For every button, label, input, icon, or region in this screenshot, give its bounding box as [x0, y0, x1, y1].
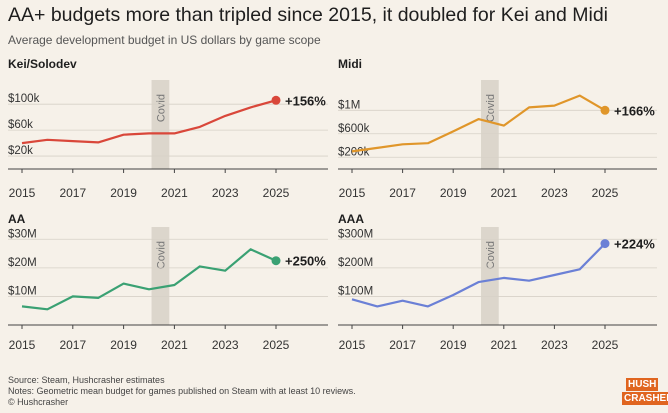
footer-source: Source: Steam, Hushcrasher estimates — [8, 375, 165, 385]
y-tick-label: $100M — [338, 285, 373, 297]
panel-title: Midi — [338, 57, 362, 71]
x-tick-label: 2015 — [339, 338, 366, 352]
x-tick-label: 2025 — [592, 338, 619, 352]
x-tick-label: 2021 — [161, 338, 188, 352]
footer-copyright: © Hushcrasher — [8, 397, 69, 407]
covid-band-label: Covid — [155, 94, 167, 122]
y-tick-label: $60k — [8, 119, 33, 131]
y-tick-label: $1M — [338, 99, 360, 111]
y-tick-label: $20k — [8, 145, 33, 157]
end-point-marker — [600, 239, 610, 249]
chart-panel-kei: Covid Kei/Solodev $20k $60k $100k 2015 2017 201… — [8, 57, 328, 200]
y-tick-label: $20M — [8, 257, 37, 269]
x-tick-label: 2017 — [59, 338, 86, 352]
y-tick-label: $300M — [338, 228, 373, 240]
x-tick-label: 2023 — [541, 338, 568, 352]
x-tick-label: 2023 — [541, 186, 568, 200]
covid-band-label: Covid — [485, 94, 497, 122]
x-tick-label: 2015 — [9, 186, 36, 200]
growth-annotation: +156% — [285, 93, 326, 108]
x-tick-label: 2017 — [389, 338, 416, 352]
y-tick-label: $200M — [338, 257, 373, 269]
y-tick-label: $10M — [8, 285, 37, 297]
series-line — [351, 242, 606, 308]
y-tick-label: $600k — [338, 123, 370, 135]
end-point-marker — [600, 105, 610, 115]
panel-title: AAA — [338, 212, 364, 226]
series-line — [21, 248, 277, 311]
x-tick-label: 2017 — [389, 186, 416, 200]
y-tick-label: $100k — [8, 93, 40, 105]
x-tick-label: 2021 — [490, 338, 517, 352]
footer-notes: Notes: Geometric mean budget for games p… — [8, 386, 356, 396]
series-line — [351, 94, 606, 153]
logo-line-1: HUSH — [626, 378, 659, 391]
x-tick-label: 2025 — [263, 186, 290, 200]
x-tick-label: 2019 — [110, 338, 137, 352]
growth-annotation: +224% — [614, 237, 655, 252]
covid-band-label: Covid — [155, 241, 167, 269]
logo-line-2: CRASHER — [622, 392, 668, 405]
x-tick-label: 2023 — [212, 186, 239, 200]
x-tick-label: 2025 — [263, 338, 290, 352]
y-tick-label: $30M — [8, 228, 37, 240]
panel-title: Kei/Solodev — [8, 57, 77, 71]
covid-band-label: Covid — [485, 241, 497, 269]
hushcrasher-logo: HUSH CRASHER — [622, 374, 668, 410]
x-tick-label: 2017 — [59, 186, 86, 200]
growth-annotation: +166% — [614, 103, 655, 118]
chart-panel-aa: Covid AA $10M $20M $30M 2015 2017 2019 2021 2023 2… — [8, 212, 328, 352]
x-tick-label: 2019 — [440, 338, 467, 352]
chart-panel-aaa: Covid AAA $100M $200M $300M 2015 2017 2019 2021 2… — [338, 212, 657, 352]
x-tick-label: 2021 — [490, 186, 517, 200]
x-tick-label: 2019 — [110, 186, 137, 200]
page-title: AA+ budgets more than tripled since 2015… — [8, 4, 608, 26]
x-tick-label: 2021 — [161, 186, 188, 200]
series-line — [21, 99, 277, 145]
x-tick-label: 2019 — [440, 186, 467, 200]
x-tick-label: 2025 — [592, 186, 619, 200]
covid-band — [151, 80, 170, 169]
panel-title: AA — [8, 212, 26, 226]
end-point-marker — [271, 256, 281, 266]
x-tick-label: 2015 — [9, 338, 36, 352]
covid-band — [481, 80, 499, 169]
covid-band — [481, 227, 499, 325]
end-point-marker — [271, 95, 281, 105]
x-tick-label: 2023 — [212, 338, 239, 352]
growth-annotation: +250% — [285, 254, 326, 269]
page-subtitle: Average development budget in US dollars… — [8, 33, 321, 47]
covid-band — [151, 227, 170, 325]
x-tick-label: 2015 — [339, 186, 366, 200]
